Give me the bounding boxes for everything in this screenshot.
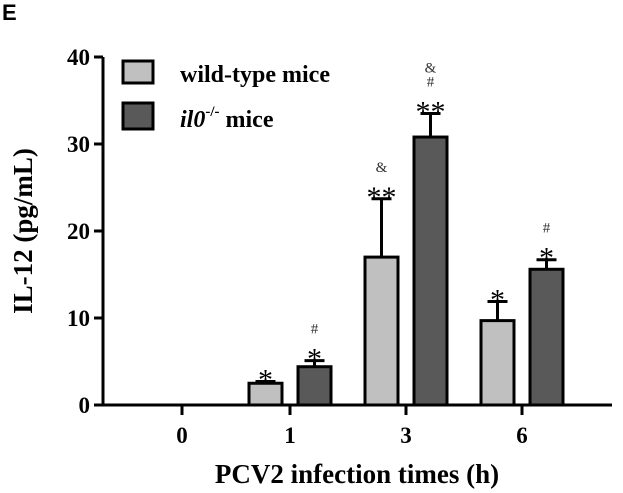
bar [479, 319, 516, 407]
significance-hash: # [427, 75, 435, 91]
legend-label-il0-rest: mice [220, 107, 274, 133]
y-tick-label: 30 [67, 132, 90, 157]
x-tick-label: 6 [516, 423, 528, 448]
x-tick-label: 0 [176, 423, 188, 448]
significance-star: * [258, 364, 273, 397]
significance-ampersand: & [425, 61, 437, 77]
axes [94, 55, 612, 415]
significance-star: ** [367, 181, 397, 214]
bar [247, 381, 284, 407]
significance-hash: # [543, 221, 551, 237]
bar [296, 365, 333, 407]
legend-label-il0: il0-/- mice [180, 104, 274, 133]
x-tick-label: 3 [400, 423, 412, 448]
x-tick-label: 1 [284, 423, 296, 448]
y-tick-label: 0 [79, 393, 91, 418]
significance-ampersand: & [376, 160, 388, 176]
legend: wild-type mice il0-/- mice [121, 59, 330, 133]
bar [528, 267, 565, 407]
tick-labels: 0 10 20 30 40 0 1 3 6 [67, 45, 528, 448]
significance-star: ** [416, 96, 446, 129]
legend-label-il0-sup: -/- [205, 104, 219, 120]
significance-star: * [539, 242, 554, 275]
legend-swatch-wild-type [121, 59, 155, 85]
legend-label-il0-italic: il0 [180, 107, 205, 133]
y-axis-label: IL-12 (pg/mL) [8, 148, 38, 314]
bar [412, 135, 449, 407]
legend-label-wild-type: wild-type mice [180, 62, 330, 88]
y-tick-label: 20 [67, 219, 90, 244]
x-axis-label: PCV2 infection times (h) [215, 459, 499, 489]
significance-star: * [490, 283, 505, 316]
y-tick-label: 10 [67, 306, 90, 331]
legend-swatch-il0 [121, 101, 155, 131]
y-tick-label: 40 [67, 45, 90, 70]
panel-label: E [2, 0, 17, 25]
significance-marks: ***&**#**#&*# [258, 61, 554, 397]
significance-star: * [307, 343, 322, 376]
bars [247, 112, 565, 407]
bar [363, 255, 400, 407]
significance-hash: # [311, 322, 319, 338]
